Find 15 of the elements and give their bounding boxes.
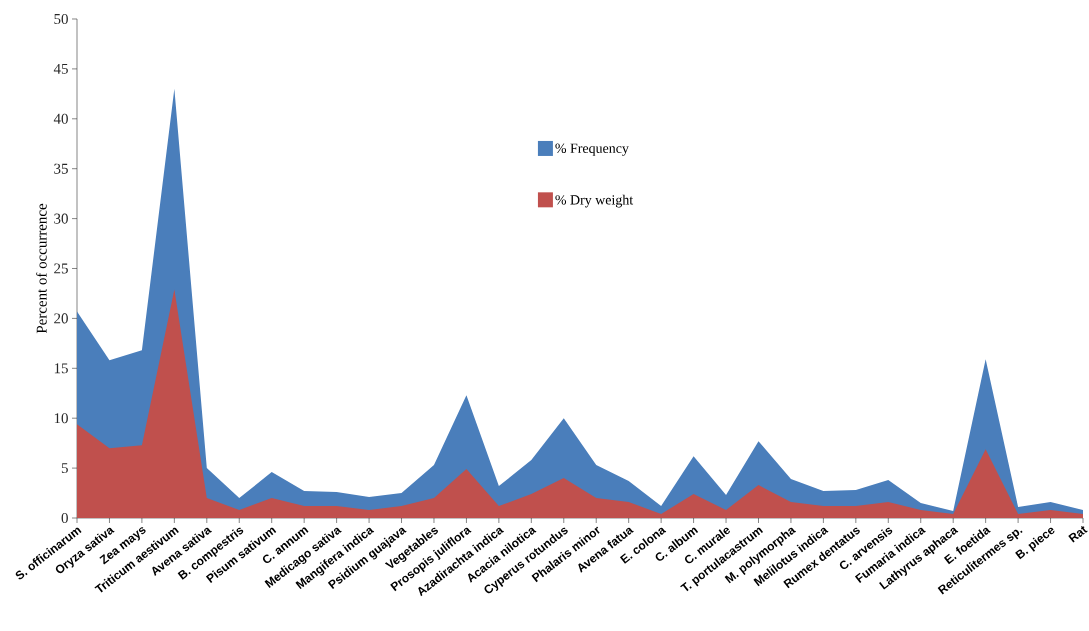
y-axis-title: Percent of occurrence [36,203,47,334]
y-tick-label: 30 [54,213,68,224]
y-tick-label: 35 [54,163,68,174]
y-tick-label: 10 [54,413,68,424]
y-tick-label: 45 [53,63,68,74]
y-tick-label: 15 [54,363,68,374]
y-tick-label: 25 [54,263,68,274]
x-tick-label: Rat [1068,525,1088,543]
y-tick-label: 50 [54,13,68,25]
legend-label: % Dry weight [555,194,634,208]
y-tick-label: 5 [61,463,68,474]
y-tick-label: 40 [53,113,68,124]
legend-label: % Frequency [555,143,629,156]
y-tick-label: 0 [61,512,68,524]
y-tick-label: 20 [54,313,68,324]
